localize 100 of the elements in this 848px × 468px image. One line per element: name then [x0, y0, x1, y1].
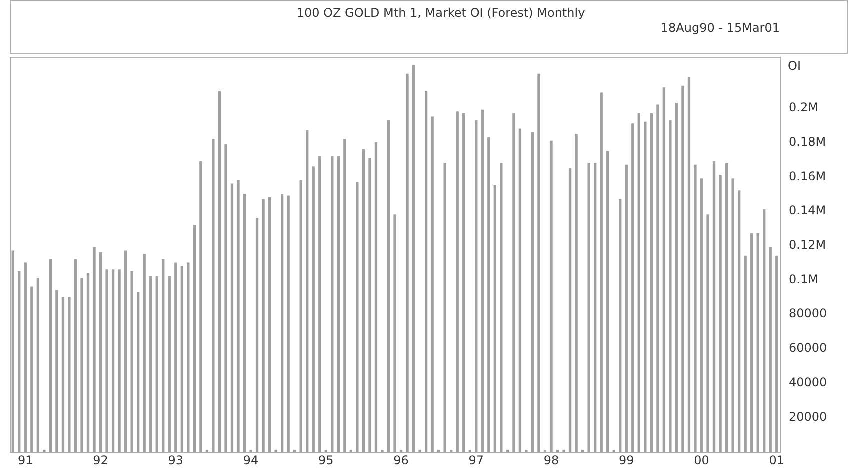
bar [168, 276, 171, 452]
bar [475, 120, 478, 452]
y-tick-label: 40000 [789, 375, 828, 390]
bar [106, 270, 108, 452]
y-tick-label: 0.1M [789, 272, 818, 286]
y-axis-title: OI [788, 59, 801, 74]
bar [462, 113, 466, 452]
bar [512, 113, 516, 452]
bar [262, 199, 265, 452]
bar [162, 259, 165, 452]
x-tick-label: 93 [168, 453, 184, 468]
bar [575, 134, 578, 452]
bar [36, 278, 40, 452]
y-tick-label: 80000 [789, 306, 828, 321]
bar [56, 290, 58, 452]
bar [769, 247, 772, 452]
bar [356, 182, 359, 452]
bar [12, 250, 14, 452]
bar [318, 156, 322, 452]
y-tick-label: 0.12M [789, 238, 826, 252]
bar [237, 180, 240, 452]
bar [74, 259, 78, 452]
bar [143, 254, 146, 452]
bar [725, 163, 728, 452]
bar [412, 65, 416, 452]
bar [706, 214, 710, 452]
chart-title: 100 OZ GOLD Mth 1, Market OI (Forest) Monthly [296, 6, 586, 20]
bar [481, 110, 484, 452]
bar [268, 197, 272, 452]
bar [744, 256, 747, 452]
bar [68, 297, 71, 452]
bar [300, 180, 302, 452]
bar [30, 286, 34, 452]
bar [518, 128, 522, 452]
bar [606, 151, 610, 452]
bar [750, 234, 754, 452]
x-tick-label: 94 [243, 453, 259, 468]
x-tick-label: 97 [468, 453, 484, 468]
bar [130, 271, 134, 452]
bar [112, 270, 115, 452]
bar [456, 112, 459, 452]
bar [312, 166, 315, 452]
bar [776, 256, 778, 452]
bar [212, 139, 215, 452]
bar [662, 88, 666, 452]
bar [712, 161, 716, 452]
bar [444, 163, 446, 452]
y-tick-label: 0.16M [789, 169, 826, 184]
bar [500, 163, 503, 452]
chart-subtitle: 18Aug90 - 15Mar01 [660, 21, 780, 36]
y-tick-label: 0.18M [789, 134, 826, 149]
x-tick-label: 96 [394, 453, 409, 468]
bar [243, 194, 246, 452]
bar [619, 199, 622, 452]
bar [306, 130, 309, 452]
bar [531, 132, 534, 452]
bar [200, 161, 202, 452]
x-tick-label: 95 [318, 453, 334, 468]
bar [124, 250, 128, 452]
bar [230, 184, 234, 452]
x-tick-label: 92 [93, 453, 108, 468]
bar [368, 158, 372, 452]
bar [538, 74, 540, 452]
bar [600, 92, 603, 452]
bar [719, 175, 722, 452]
bar [588, 163, 590, 452]
bar [650, 113, 653, 452]
bar [625, 164, 628, 452]
y-tick-label: 0.14M [789, 204, 826, 218]
bar [62, 297, 65, 452]
bar [763, 210, 766, 452]
bar [24, 262, 27, 452]
bar [80, 278, 84, 452]
x-tick-label: 00 [694, 453, 710, 468]
bar [431, 116, 434, 452]
bar [638, 113, 640, 452]
bar [656, 104, 660, 452]
bar [187, 262, 190, 452]
bar [488, 137, 490, 452]
bar [494, 185, 496, 452]
bar [394, 214, 396, 452]
bar [550, 140, 553, 452]
bar [387, 120, 390, 452]
y-tick-label: 60000 [789, 341, 828, 356]
bar [632, 124, 634, 452]
bar [594, 163, 597, 452]
y-tick-label: 0.2M [789, 100, 818, 115]
x-tick-label: 99 [618, 453, 634, 468]
bar [738, 190, 741, 452]
bar [732, 178, 734, 452]
bar [49, 259, 52, 452]
bar [331, 156, 334, 452]
bar [700, 178, 704, 452]
bar [568, 168, 572, 452]
bar [362, 149, 366, 452]
bar [374, 142, 378, 452]
bar [694, 164, 697, 452]
bar [156, 276, 158, 452]
bar [93, 247, 96, 452]
bar [669, 120, 672, 452]
